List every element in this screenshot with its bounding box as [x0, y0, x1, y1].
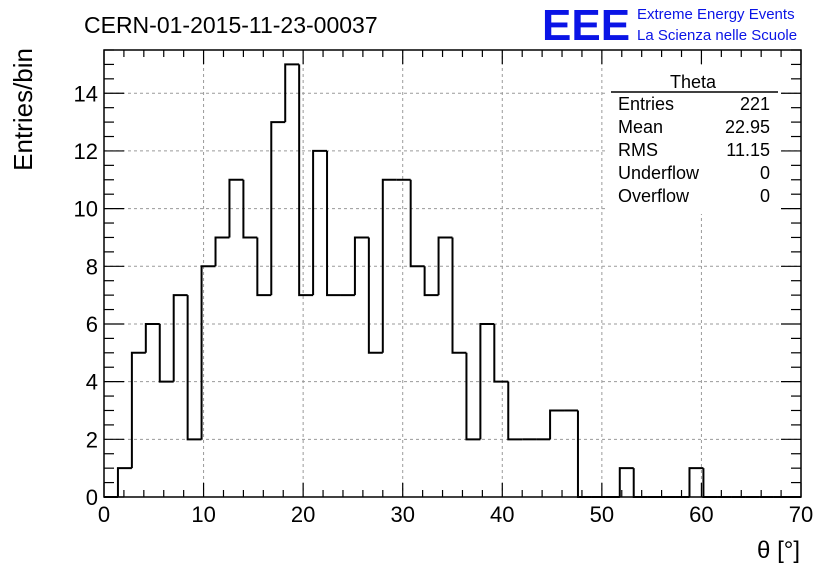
- logo-line-1: Extreme Energy Events: [637, 6, 795, 23]
- histogram-bin: [353, 236, 369, 296]
- histogram-bars: [104, 63, 801, 498]
- histogram-bin: [688, 467, 704, 497]
- histogram-bin: [116, 467, 132, 497]
- x-tick-label: 30: [390, 502, 414, 527]
- x-tick-label: 60: [689, 502, 713, 527]
- histogram-bin: [479, 322, 495, 440]
- histogram-bin: [144, 322, 160, 353]
- histogram-bin: [256, 237, 272, 297]
- histogram-bin: [451, 237, 467, 354]
- histogram-bin: [200, 265, 216, 440]
- run-title: CERN-01-2015-11-23-00037: [84, 12, 378, 38]
- x-tick-label: 0: [98, 502, 110, 527]
- histogram-bin: [409, 179, 425, 268]
- stats-box: Theta Entries 221 Mean 22.95 RMS 11.15 Underfl…: [607, 66, 779, 214]
- stats-row-value: 22.95: [725, 117, 770, 137]
- histogram-bin: [437, 236, 453, 296]
- y-tick-label: 6: [86, 312, 98, 337]
- x-tick-label: 70: [789, 502, 813, 527]
- stats-row-label: Overflow: [618, 186, 690, 206]
- axes: 0 10 20 30 40 50 60 70 0 2 4 6 8 10 12 14: [74, 49, 813, 527]
- stats-title: Theta: [670, 72, 717, 92]
- histogram-bin: [158, 323, 174, 383]
- histogram-bin: [298, 64, 314, 297]
- histogram-bin: [507, 381, 523, 441]
- stats-row-label: Underflow: [618, 163, 700, 183]
- histogram-bin: [549, 409, 565, 440]
- plot-frame: [103, 49, 802, 498]
- stats-row-label: RMS: [618, 140, 658, 160]
- histogram-bin: [270, 121, 286, 296]
- histogram-bin: [214, 236, 230, 267]
- histogram-bin: [186, 295, 202, 441]
- histogram-bin: [423, 266, 439, 297]
- histogram-bin: [465, 352, 481, 441]
- histogram-bin: [242, 179, 258, 239]
- x-axis-label: θ [°]: [757, 537, 800, 564]
- stats-row-label: Mean: [618, 117, 663, 137]
- stats-row-value: 0: [760, 186, 770, 206]
- y-tick-label: 14: [74, 81, 98, 106]
- x-tick-label: 20: [291, 502, 315, 527]
- y-tick-label: 0: [86, 485, 98, 510]
- y-tick-label: 8: [86, 254, 98, 279]
- histogram-bin: [312, 149, 328, 296]
- histogram-bin: [130, 351, 146, 469]
- histogram-bin: [381, 178, 397, 353]
- histogram-bin: [367, 237, 383, 354]
- histogram-bin: [632, 468, 648, 498]
- y-tick-label: 2: [86, 427, 98, 452]
- stats-row-label: Entries: [618, 94, 674, 114]
- histogram-bin: [284, 63, 300, 123]
- logo-line-2: La Scienza nelle Scuole: [637, 27, 797, 44]
- histogram-bin: [618, 467, 634, 497]
- histogram-bin: [493, 323, 509, 383]
- histogram-bin: [702, 468, 718, 498]
- histogram-bin: [228, 178, 244, 238]
- x-tick-label: 10: [191, 502, 215, 527]
- stats-row-value: 11.15: [726, 140, 770, 160]
- histogram-bin: [172, 294, 188, 382]
- eee-logo: EEE: [542, 1, 630, 50]
- histogram-bin: [326, 150, 341, 297]
- histogram-bin: [576, 410, 592, 498]
- x-tick-label: 50: [590, 502, 614, 527]
- stats-row-value: 0: [760, 163, 770, 183]
- stats-box-background: [607, 66, 779, 214]
- y-tick-label: 10: [74, 197, 98, 222]
- y-tick-label: 4: [86, 370, 98, 395]
- stats-row-value: 221: [740, 94, 770, 114]
- x-tick-label: 40: [490, 502, 514, 527]
- y-tick-label: 12: [74, 139, 98, 164]
- y-axis-label: Entries/bin: [8, 48, 38, 171]
